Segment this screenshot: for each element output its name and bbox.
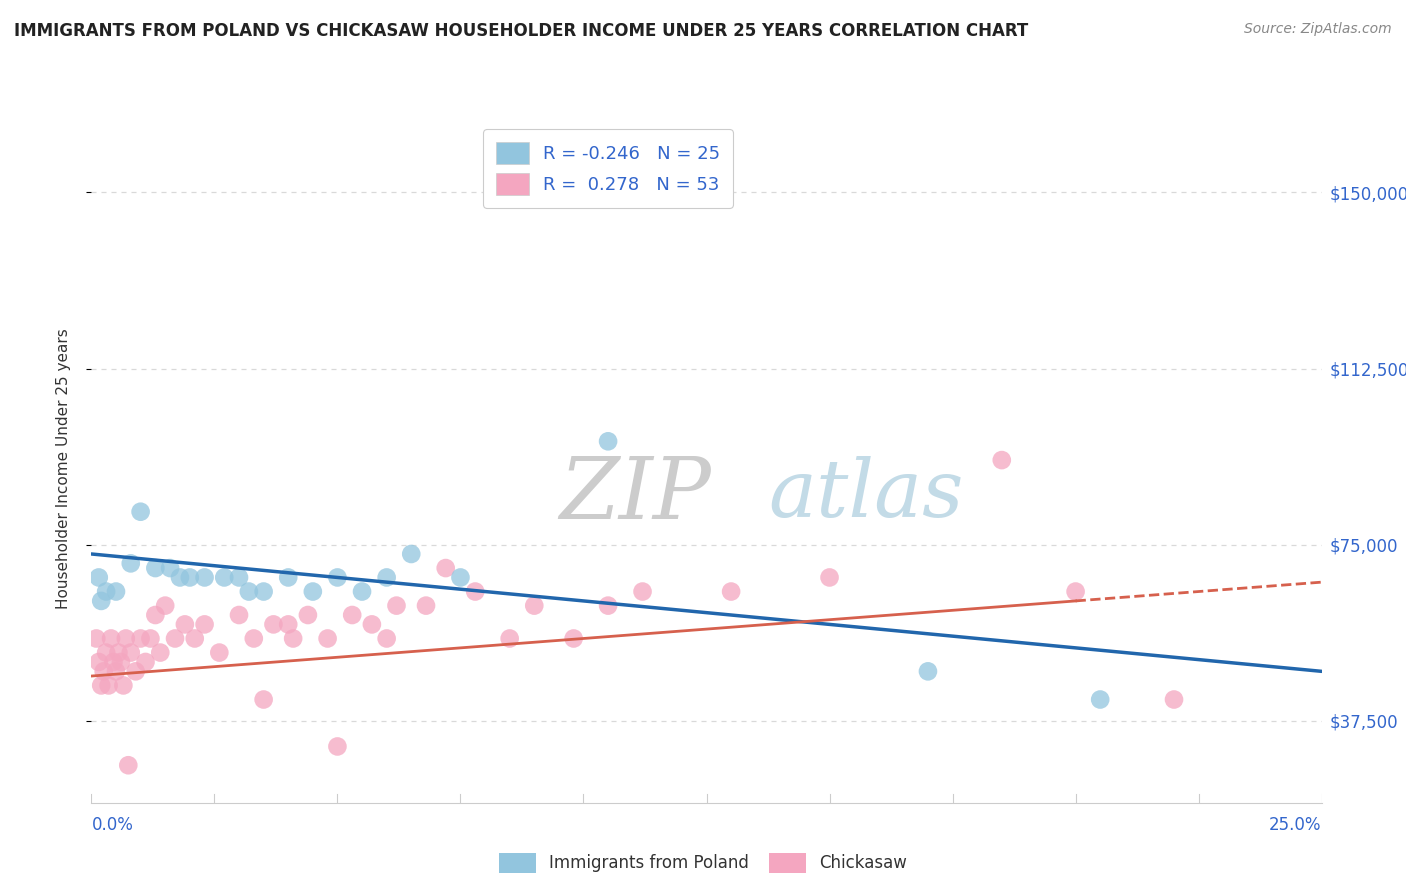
Point: [498, 632, 520, 646]
Point: [340, 607, 363, 622]
Point: [464, 584, 486, 599]
Point: [153, 599, 177, 613]
Point: [100, 632, 122, 646]
Point: [242, 632, 264, 646]
Point: [117, 758, 139, 772]
Y-axis label: Householder Income Under 25 years: Householder Income Under 25 years: [56, 328, 70, 608]
Text: 0.0%: 0.0%: [91, 816, 134, 834]
Point: [114, 632, 138, 646]
Point: [139, 632, 162, 646]
Point: [415, 599, 437, 613]
Point: [449, 570, 471, 584]
Text: atlas: atlas: [768, 457, 963, 533]
Point: [179, 570, 201, 584]
Point: [105, 665, 127, 679]
Point: [277, 617, 299, 632]
Point: [596, 599, 619, 613]
Point: [301, 584, 323, 599]
Point: [917, 665, 939, 679]
Point: [93, 665, 115, 679]
Point: [297, 607, 319, 622]
Point: [385, 599, 408, 613]
Point: [990, 453, 1012, 467]
Point: [103, 655, 125, 669]
Point: [135, 655, 157, 669]
Point: [214, 570, 236, 584]
Point: [262, 617, 284, 632]
Point: [97, 678, 120, 692]
Text: 25.0%: 25.0%: [1270, 816, 1322, 834]
Point: [208, 646, 231, 660]
Point: [87, 655, 110, 669]
Point: [631, 584, 654, 599]
Point: [96, 584, 117, 599]
Point: [360, 617, 382, 632]
Point: [523, 599, 546, 613]
Point: [112, 678, 135, 692]
Point: [1064, 584, 1087, 599]
Point: [110, 655, 132, 669]
Point: [120, 646, 142, 660]
Legend: R = -0.246   N = 25, R =  0.278   N = 53: R = -0.246 N = 25, R = 0.278 N = 53: [484, 129, 733, 208]
Point: [145, 607, 166, 622]
Point: [159, 561, 181, 575]
Point: [96, 646, 117, 660]
Point: [326, 570, 349, 584]
Point: [352, 584, 374, 599]
Point: [238, 584, 260, 599]
Point: [86, 632, 108, 646]
Point: [253, 584, 276, 599]
Point: [183, 632, 207, 646]
Text: IMMIGRANTS FROM POLAND VS CHICKASAW HOUSEHOLDER INCOME UNDER 25 YEARS CORRELATIO: IMMIGRANTS FROM POLAND VS CHICKASAW HOUS…: [14, 22, 1028, 40]
Point: [169, 570, 191, 584]
Point: [1088, 692, 1111, 706]
Point: [596, 434, 619, 449]
Point: [720, 584, 742, 599]
Point: [105, 584, 127, 599]
Point: [107, 646, 129, 660]
Point: [120, 557, 142, 571]
Point: [562, 632, 585, 646]
Text: Source: ZipAtlas.com: Source: ZipAtlas.com: [1244, 22, 1392, 37]
Point: [90, 594, 112, 608]
Point: [375, 570, 398, 584]
Point: [87, 570, 110, 584]
Point: [399, 547, 422, 561]
Point: [1163, 692, 1185, 706]
Point: [193, 570, 217, 584]
Point: [129, 632, 152, 646]
Point: [174, 617, 197, 632]
Point: [163, 632, 186, 646]
Point: [253, 692, 276, 706]
Point: [90, 678, 112, 692]
Point: [281, 632, 304, 646]
Point: [326, 739, 349, 754]
Point: [149, 646, 172, 660]
Point: [124, 665, 148, 679]
Point: [375, 632, 398, 646]
Point: [316, 632, 339, 646]
Point: [228, 570, 250, 584]
Text: ZIP: ZIP: [558, 454, 711, 536]
Point: [228, 607, 250, 622]
Legend: Immigrants from Poland, Chickasaw: Immigrants from Poland, Chickasaw: [492, 847, 914, 880]
Point: [145, 561, 166, 575]
Point: [818, 570, 841, 584]
Point: [434, 561, 457, 575]
Point: [193, 617, 217, 632]
Point: [277, 570, 299, 584]
Point: [129, 505, 152, 519]
